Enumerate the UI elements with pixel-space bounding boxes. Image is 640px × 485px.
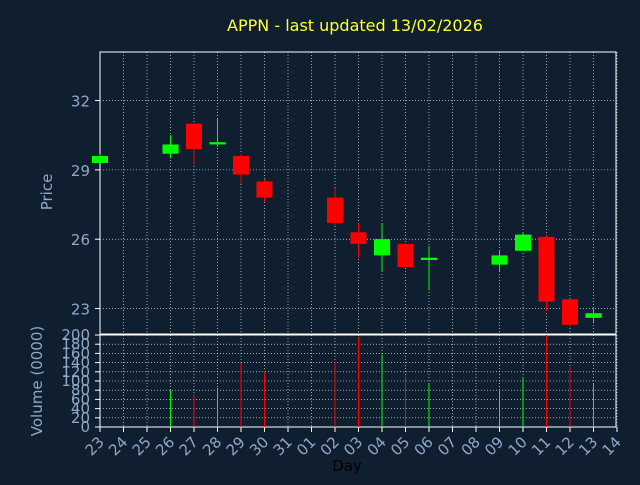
- candle-body: [397, 243, 414, 267]
- candle-body: [162, 144, 179, 154]
- price-tick-label: 26: [71, 231, 90, 249]
- price-axis-label: Price: [38, 174, 56, 211]
- candle-body: [515, 234, 531, 251]
- volume-axis-label: Volume (0000): [28, 326, 46, 436]
- x-axis-label: Day: [332, 457, 362, 475]
- volume-tick-label: 0: [80, 418, 90, 436]
- candle-body: [186, 123, 202, 150]
- volume-tick-label: 100: [61, 372, 90, 390]
- volume-tick-label: 120: [61, 363, 90, 381]
- price-tick-label: 32: [71, 93, 90, 111]
- chart-title: APPN - last updated 13/02/2026: [227, 16, 483, 35]
- volume-tick-label: 40: [71, 400, 90, 418]
- candle-body: [491, 255, 508, 265]
- volume-tick-label: 60: [71, 390, 90, 408]
- price-candles: [92, 119, 602, 328]
- candle-body: [209, 142, 226, 145]
- candle-body: [327, 197, 343, 224]
- candle-body: [538, 236, 555, 302]
- price-tick-label: 23: [71, 301, 90, 319]
- volume-tick-label: 200: [61, 326, 90, 344]
- candle-body: [585, 313, 602, 318]
- candle-body: [233, 156, 249, 175]
- candle-body: [92, 156, 108, 163]
- volume-tick-label: 80: [71, 381, 90, 399]
- price-tick-label: 29: [71, 162, 90, 180]
- volume-tick-label: 140: [61, 354, 90, 372]
- candle-body: [421, 257, 437, 261]
- volume-tick-label: 20: [71, 409, 90, 427]
- price-axis: 23 26 29 32: [71, 93, 100, 319]
- volume-tick-label: 180: [61, 335, 90, 353]
- candle-body: [562, 299, 578, 325]
- candle-body: [374, 239, 390, 256]
- volume-tick-label: 160: [61, 344, 90, 362]
- volume-bars: [170, 335, 594, 427]
- candle-body: [256, 181, 273, 198]
- candle-body: [350, 232, 367, 244]
